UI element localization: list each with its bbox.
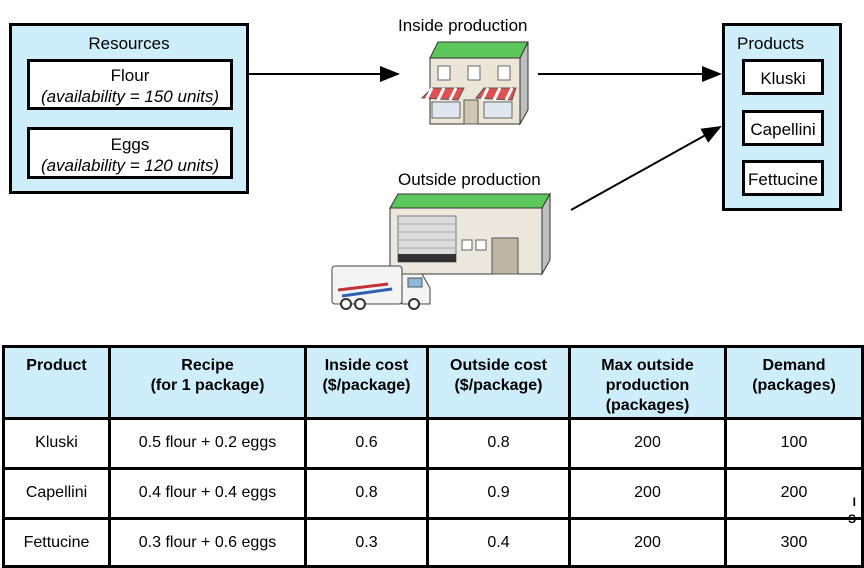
cell-demand: 300 (724, 517, 864, 568)
arrow-outside-to-products (570, 126, 722, 211)
table-row: Kluski 0.5 flour + 0.2 eggs 0.6 0.8 200 … (2, 417, 864, 470)
flour-box: Flour (availability = 150 units) (27, 59, 233, 110)
product-label-capellini: Capellini (750, 120, 816, 139)
eggs-box: Eggs (availability = 120 units) (27, 127, 233, 179)
cell-inside-cost: 0.6 (304, 417, 429, 470)
product-box-fettucine: Fettucine (742, 160, 824, 196)
cell-recipe: 0.5 flour + 0.2 eggs (108, 417, 307, 470)
outside-production-label: Outside production (398, 170, 541, 189)
product-box-kluski: Kluski (742, 59, 824, 95)
product-label-fettucine: Fettucine (748, 170, 818, 189)
edge-mark-i: I (852, 495, 856, 509)
cell-outside-cost: 0.8 (426, 417, 571, 470)
cell-demand: 100 (724, 417, 864, 470)
warehouse-truck-icon (331, 192, 551, 310)
header-max-outside-production: Max outside production (packages) (568, 345, 727, 420)
table-row: Capellini 0.4 flour + 0.4 eggs 0.8 0.9 2… (2, 467, 864, 520)
shop-building-icon (420, 41, 529, 126)
products-title: Products (737, 34, 805, 53)
header-recipe: Recipe (for 1 package) (108, 345, 307, 420)
product-box-capellini: Capellini (742, 110, 824, 146)
eggs-name: Eggs (110, 135, 150, 154)
resources-panel: Resources Flour (availability = 150 unit… (9, 23, 249, 194)
products-panel: Products Kluski Capellini Fettucine (722, 23, 842, 211)
product-label-kluski: Kluski (760, 69, 806, 88)
flour-name: Flour (110, 66, 150, 85)
cell-product: Fettucine (2, 517, 111, 568)
edge-mark-s: S (847, 512, 856, 526)
cell-recipe: 0.4 flour + 0.4 eggs (108, 467, 307, 520)
cell-inside-cost: 0.3 (304, 517, 429, 568)
cell-inside-cost: 0.8 (304, 467, 429, 520)
cell-outside-cost: 0.9 (426, 467, 571, 520)
cell-demand: 200 (724, 467, 864, 520)
inside-production-label: Inside production (398, 16, 528, 35)
table-header-row: Product Recipe (for 1 package) Inside cos… (2, 345, 864, 420)
flour-availability: (availability = 150 units) (40, 87, 220, 106)
header-demand: Demand (packages) (724, 345, 864, 420)
flow-arrows (249, 66, 722, 211)
header-inside-cost: Inside cost ($/package) (304, 345, 429, 420)
cell-product: Kluski (2, 417, 111, 470)
cell-recipe: 0.3 flour + 0.6 eggs (108, 517, 307, 568)
cell-max-outside: 200 (568, 417, 727, 470)
header-product: Product (2, 345, 111, 420)
header-outside-cost: Outside cost ($/package) (426, 345, 571, 420)
cell-outside-cost: 0.4 (426, 517, 571, 568)
table-row: Fettucine 0.3 flour + 0.6 eggs 0.3 0.4 2… (2, 517, 864, 568)
eggs-availability: (availability = 120 units) (40, 156, 220, 175)
cell-max-outside: 200 (568, 467, 727, 520)
cell-max-outside: 200 (568, 517, 727, 568)
production-table: Product Recipe (for 1 package) Inside cos… (2, 345, 864, 568)
resources-title: Resources (88, 34, 170, 53)
cell-product: Capellini (2, 467, 111, 520)
